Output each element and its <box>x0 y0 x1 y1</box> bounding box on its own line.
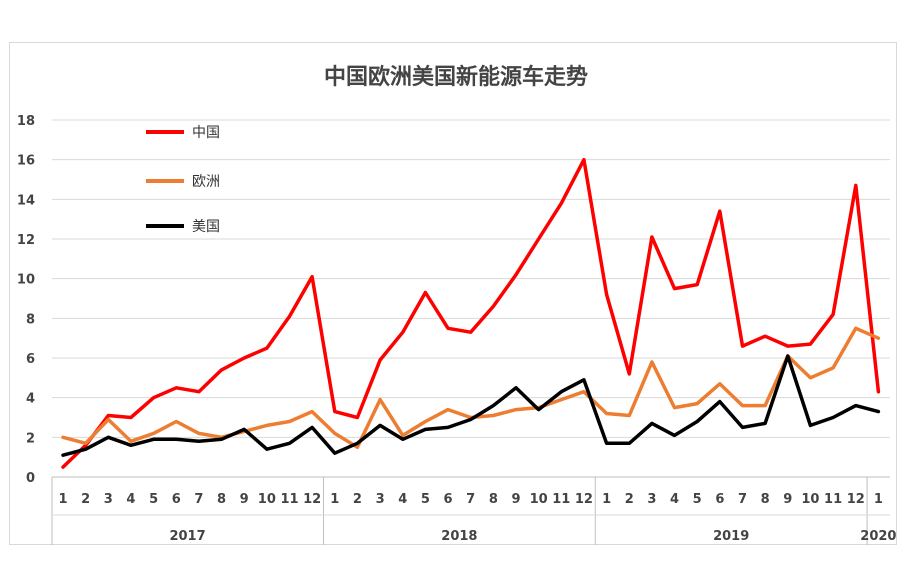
x-tick-label: 7 <box>738 492 747 507</box>
x-tick-label: 2 <box>625 492 634 507</box>
x-tick-label: 3 <box>647 492 656 507</box>
grid-layer <box>52 119 890 438</box>
x-tick-label: 4 <box>126 492 135 507</box>
x-tick-label: 9 <box>511 492 520 507</box>
x-tick-label: 9 <box>240 492 249 507</box>
x-tick-label: 9 <box>783 492 792 507</box>
y-tick-label: 18 <box>17 114 35 129</box>
x-tick-label: 11 <box>552 492 570 507</box>
chart-frame <box>9 42 897 545</box>
x-tick-label: 11 <box>824 492 842 507</box>
x-tick-label: 3 <box>104 492 113 507</box>
x-tick-label: 12 <box>847 492 865 507</box>
series-line-2 <box>61 354 881 457</box>
x-tick-label: 7 <box>466 492 475 507</box>
series-line-0 <box>61 157 881 469</box>
x-tick-label: 4 <box>398 492 407 507</box>
x-tick-label: 6 <box>444 492 453 507</box>
x-tick-label: 10 <box>258 492 276 507</box>
y-tick-label: 2 <box>26 431 35 446</box>
x-tick-label: 6 <box>172 492 181 507</box>
x-tick-label: 12 <box>575 492 593 507</box>
y-tick-label: 10 <box>17 273 35 288</box>
y-tick-label: 8 <box>26 312 35 327</box>
chart-title: 中国欧洲美国新能源车走势 <box>324 64 588 90</box>
legend-label: 中国 <box>192 125 220 141</box>
year-label: 2017 <box>169 529 205 544</box>
y-tick-label: 12 <box>17 233 35 248</box>
y-tick-label: 16 <box>17 154 35 169</box>
x-tick-label: 1 <box>874 492 883 507</box>
legend-label: 美国 <box>192 219 220 235</box>
x-tick-label: 4 <box>670 492 679 507</box>
year-label: 2019 <box>713 529 749 544</box>
y-tick-label: 4 <box>26 392 35 407</box>
series-layer <box>61 157 881 469</box>
x-tick-label: 5 <box>421 492 430 507</box>
year-label: 2020 <box>860 529 896 544</box>
x-tick-label: 2 <box>81 492 90 507</box>
legend: 中国欧洲美国 <box>146 125 220 235</box>
x-tick-label: 2 <box>353 492 362 507</box>
x-tick-label: 5 <box>693 492 702 507</box>
x-tick-label: 8 <box>489 492 498 507</box>
x-tick-label: 12 <box>303 492 321 507</box>
y-tick-label: 14 <box>17 193 35 208</box>
x-tick-label: 8 <box>761 492 770 507</box>
x-tick-label: 10 <box>801 492 819 507</box>
x-tick-label: 7 <box>194 492 203 507</box>
x-tick-label: 11 <box>280 492 298 507</box>
x-tick-label: 10 <box>530 492 548 507</box>
x-tick-label: 3 <box>376 492 385 507</box>
x-tick-label: 5 <box>149 492 158 507</box>
x-tick-label: 6 <box>715 492 724 507</box>
x-tick-label: 1 <box>58 492 67 507</box>
x-tick-label: 1 <box>330 492 339 507</box>
y-tick-label: 6 <box>26 352 35 367</box>
legend-label: 欧洲 <box>192 174 220 190</box>
year-label: 2018 <box>441 529 477 544</box>
x-tick-label: 1 <box>602 492 611 507</box>
x-tick-label: 8 <box>217 492 226 507</box>
y-tick-label: 0 <box>26 471 35 486</box>
